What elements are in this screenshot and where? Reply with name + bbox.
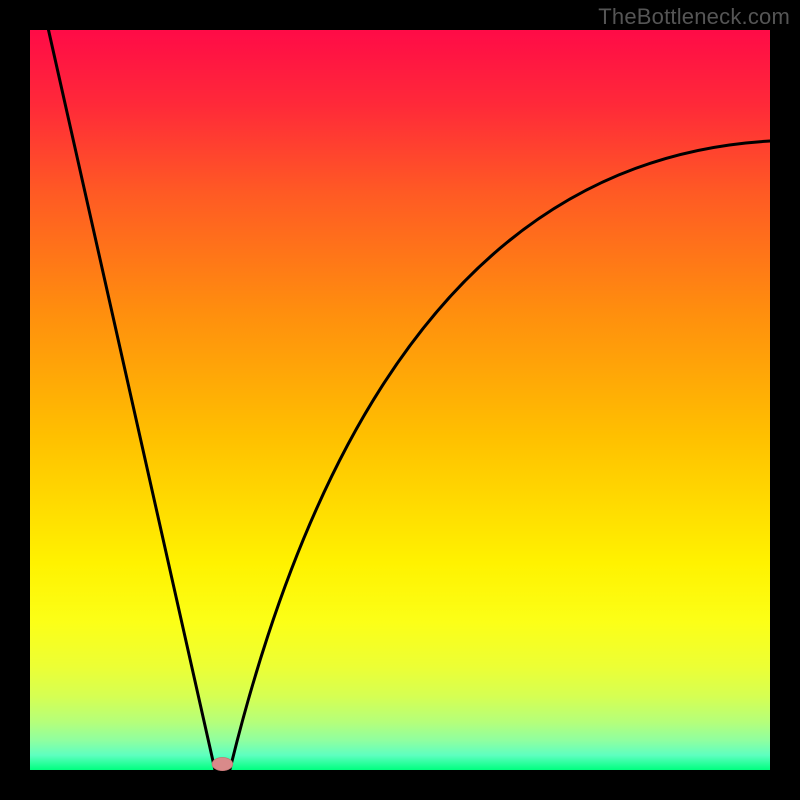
watermark-text: TheBottleneck.com	[598, 4, 790, 30]
chart-svg	[0, 0, 800, 800]
plot-background	[30, 30, 770, 770]
chart-container: TheBottleneck.com	[0, 0, 800, 800]
min-marker	[212, 757, 233, 770]
